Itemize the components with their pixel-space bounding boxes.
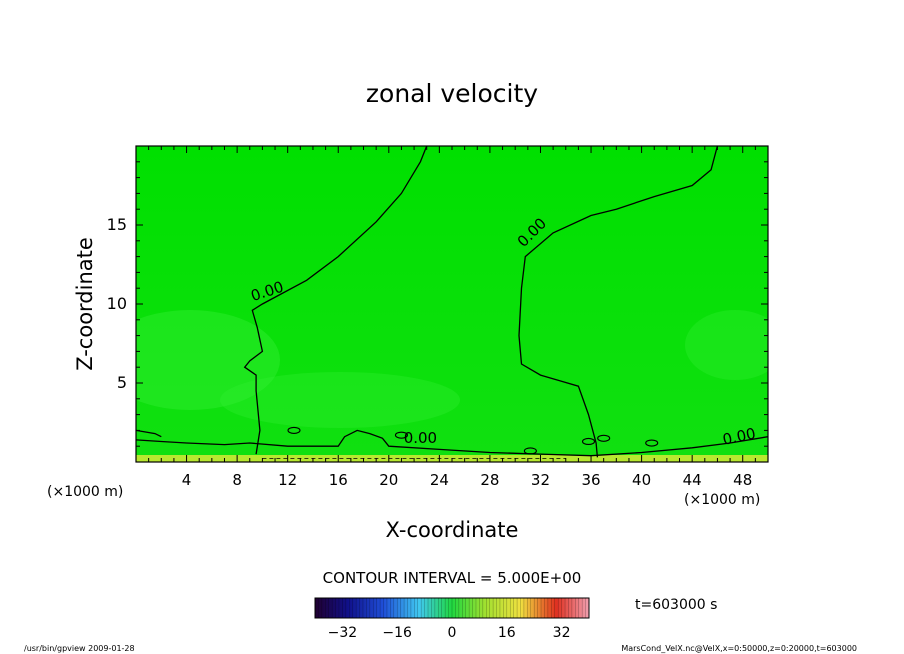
x-tick-label: 36 [581, 471, 600, 489]
zero-contour-0 [243, 146, 428, 455]
footer-left: /usr/bin/gpview 2009-01-28 [24, 644, 135, 653]
plot-area: 0.000.000.00 0.00 [136, 146, 768, 462]
small-contour-cell-5 [645, 439, 659, 447]
small-contour-cell-1 [394, 431, 408, 439]
zero-contour-3 [136, 429, 162, 438]
x-tick-label: 8 [232, 471, 242, 489]
time-label: t=603000 s [635, 597, 717, 613]
footer-right: MarsCond_VelX.nc@VelX,x=0:50000,z=0:2000… [621, 644, 857, 653]
x-tick-label: 24 [430, 471, 449, 489]
chart-title: zonal velocity [366, 79, 538, 108]
small-contour-cell-0 [287, 426, 301, 434]
x-tick-label: 4 [182, 471, 192, 489]
colorbar-tick-label: −16 [382, 625, 412, 641]
colorbar-stripes [318, 598, 586, 618]
y-axis-label: Z-coordinate [73, 237, 97, 371]
contour-lines [136, 146, 768, 459]
x-unit-right: (×1000 m) [684, 492, 760, 508]
colorbar-ticks: −32 −16 0 16 32 [328, 625, 571, 641]
colorbar-tick-label: 32 [553, 625, 571, 641]
contour-interval: CONTOUR INTERVAL = 5.000E+00 [323, 569, 582, 587]
zero-contour-1 [136, 429, 768, 457]
y-ticks: 5 10 15 [107, 145, 768, 463]
x-tick-label: 28 [480, 471, 499, 489]
x-unit-left: (×1000 m) [47, 484, 123, 500]
x-tick-label: 44 [683, 471, 702, 489]
light-patch-left [136, 310, 280, 410]
small-contour-cell-4 [597, 434, 611, 442]
field-background [136, 146, 768, 462]
x-tick-label: 32 [531, 471, 550, 489]
x-axis-label: X-coordinate [386, 518, 519, 542]
small-contour-cell-3 [581, 437, 596, 446]
x-tick-label: 20 [379, 471, 398, 489]
x-tick-label: 48 [733, 471, 752, 489]
small-contour-cell-2 [523, 447, 537, 455]
colorbar-tick-label: 16 [498, 625, 516, 641]
zero-contour-2 [518, 146, 719, 458]
y-tick-label: 15 [107, 215, 127, 234]
x-tick-label: 40 [632, 471, 651, 489]
colorbar-tick-label: −32 [328, 625, 358, 641]
x-tick-label: 16 [329, 471, 348, 489]
contour-label: 0.00 [404, 429, 437, 447]
light-patch-center [220, 372, 460, 428]
y-tick-label: 5 [117, 373, 127, 392]
x-ticks: 4 8 12 16 20 24 28 32 36 40 44 48 [135, 146, 769, 489]
x-tick-label: 12 [278, 471, 297, 489]
y-tick-label: 10 [107, 294, 127, 313]
light-patch-right [685, 310, 768, 380]
colorbar-tick-label: 0 [448, 625, 457, 641]
